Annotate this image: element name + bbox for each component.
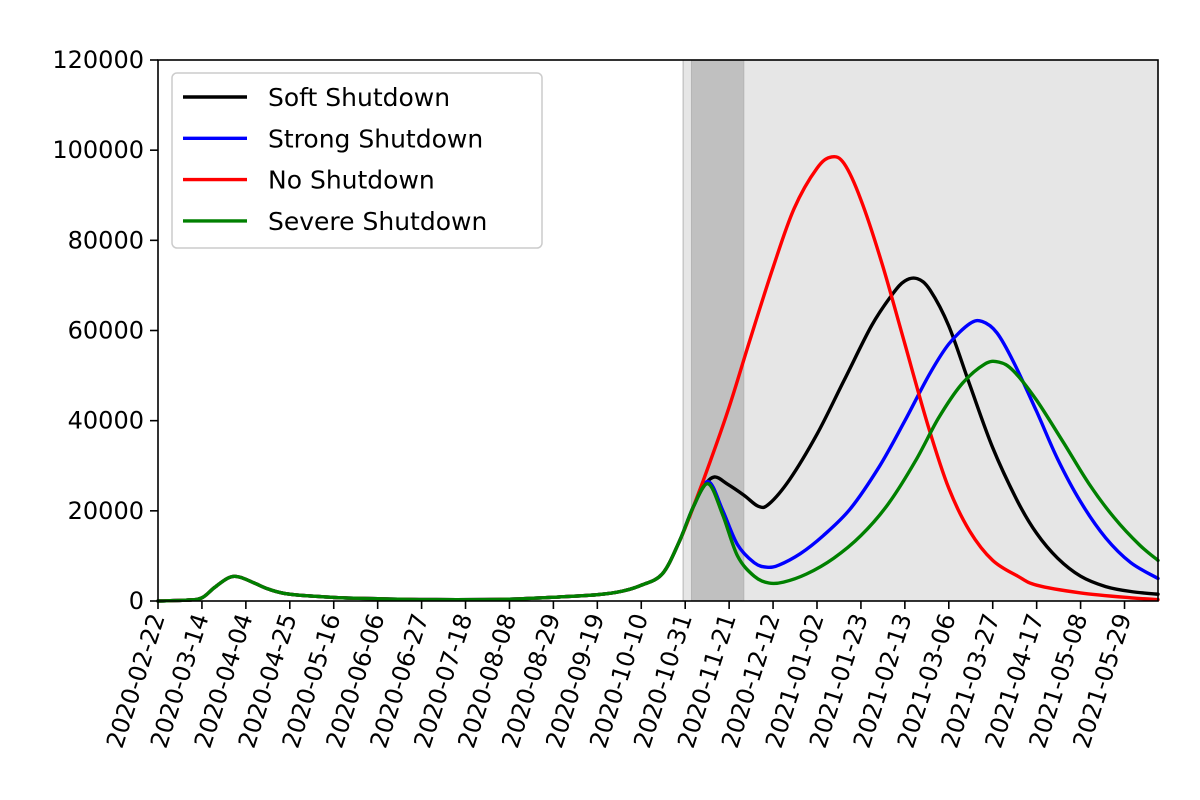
legend-label: Strong Shutdown (268, 124, 483, 153)
legend-label: Severe Shutdown (268, 207, 487, 236)
y-tick-label: 20000 (68, 497, 144, 525)
y-tick-label: 40000 (68, 407, 144, 435)
shaded-region-1 (690, 59, 745, 602)
y-tick-label: 120000 (52, 46, 144, 74)
y-tick-label: 60000 (68, 317, 144, 345)
y-axis: 0 20000 40000 60000 80000 100000 120000 (52, 46, 158, 615)
y-tick-label: 100000 (52, 136, 144, 164)
shaded-region-0 (682, 59, 1159, 602)
series-line-severe-shutdown (156, 359, 1160, 603)
y-tick-label: 0 (129, 587, 144, 615)
legend-box (171, 72, 543, 249)
y-tick-label: 80000 (68, 226, 144, 254)
shaded-regions (682, 59, 1159, 602)
legend: Soft Shutdown Strong Shutdown No Shutdown S… (171, 72, 543, 249)
x-axis: 2020-02-222020-03-142020-04-042020-04-25… (101, 601, 1137, 752)
series-lines (156, 154, 1160, 603)
legend-label: No Shutdown (268, 166, 435, 195)
legend-label: Soft Shutdown (268, 83, 450, 112)
